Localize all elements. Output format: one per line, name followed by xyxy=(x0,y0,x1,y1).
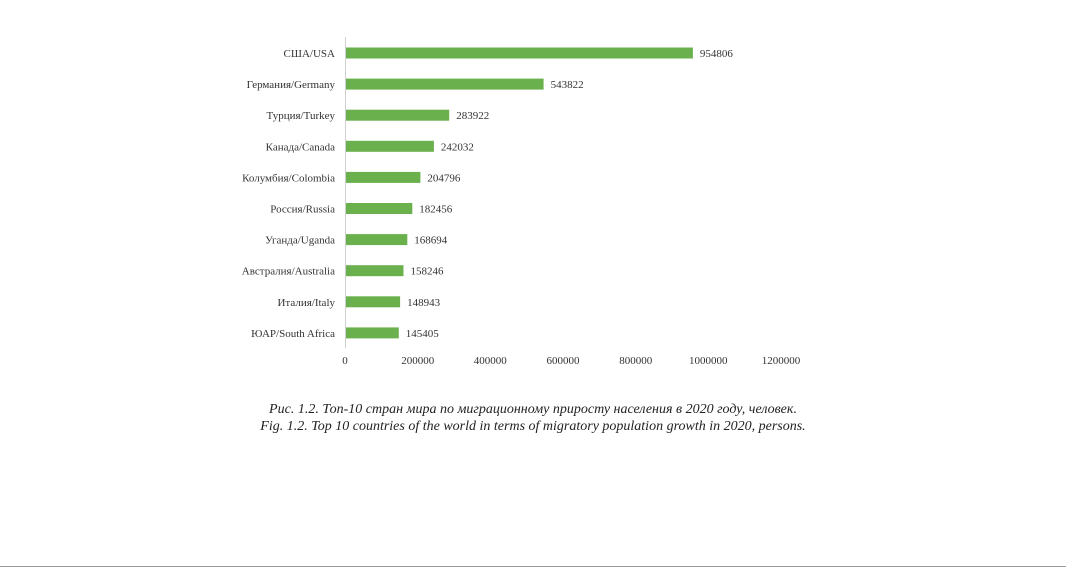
bar xyxy=(346,47,693,59)
bar xyxy=(346,296,401,308)
data-label: 204796 xyxy=(427,172,461,184)
data-label: 168694 xyxy=(414,235,448,247)
category-label: Канада/Canada xyxy=(266,141,335,153)
bar xyxy=(346,327,399,339)
bar-chart: США/USA 954806 Германия/Germany 543822 Турци… xyxy=(242,37,801,367)
bar xyxy=(346,78,544,90)
data-label: 158246 xyxy=(411,266,445,278)
bar xyxy=(346,140,434,152)
category-label: Уганда/Uganda xyxy=(265,235,335,247)
data-label: 182456 xyxy=(419,204,453,216)
data-label: 145405 xyxy=(406,328,440,340)
category-label: Италия/Italy xyxy=(277,297,335,309)
page-bottom-rule xyxy=(0,566,1066,567)
category-label: Австралия/Australia xyxy=(242,266,335,278)
x-tick-label: 600000 xyxy=(547,355,581,367)
bar xyxy=(346,109,450,121)
x-tick-label: 0 xyxy=(342,355,348,367)
category-label: США/USA xyxy=(284,48,335,60)
bar xyxy=(346,265,404,277)
data-label: 283922 xyxy=(456,110,489,122)
bar xyxy=(346,203,413,214)
category-label: Германия/Germany xyxy=(247,79,336,91)
data-label: 242032 xyxy=(441,141,474,153)
figure-caption-ru: Рис. 1.2. Топ-10 стран мира по миграцион… xyxy=(269,402,797,417)
bar xyxy=(346,234,408,246)
figure-caption-en: Fig. 1.2. Top 10 countries of the world … xyxy=(260,419,806,434)
category-label: Россия/Russia xyxy=(270,204,335,216)
x-tick-label: 800000 xyxy=(619,355,653,367)
x-tick-label: 1000000 xyxy=(689,355,728,367)
category-label: Колумбия/Colombia xyxy=(242,172,335,184)
x-tick-label: 400000 xyxy=(474,355,508,367)
category-label: ЮАР/South Africa xyxy=(251,328,335,340)
data-label: 543822 xyxy=(551,79,584,91)
x-tick-label: 200000 xyxy=(401,355,435,367)
data-label: 148943 xyxy=(407,297,441,309)
x-tick-label: 1200000 xyxy=(762,355,801,367)
bar xyxy=(346,171,421,183)
data-label: 954806 xyxy=(700,48,734,60)
category-label: Турция/Turkey xyxy=(267,110,336,122)
